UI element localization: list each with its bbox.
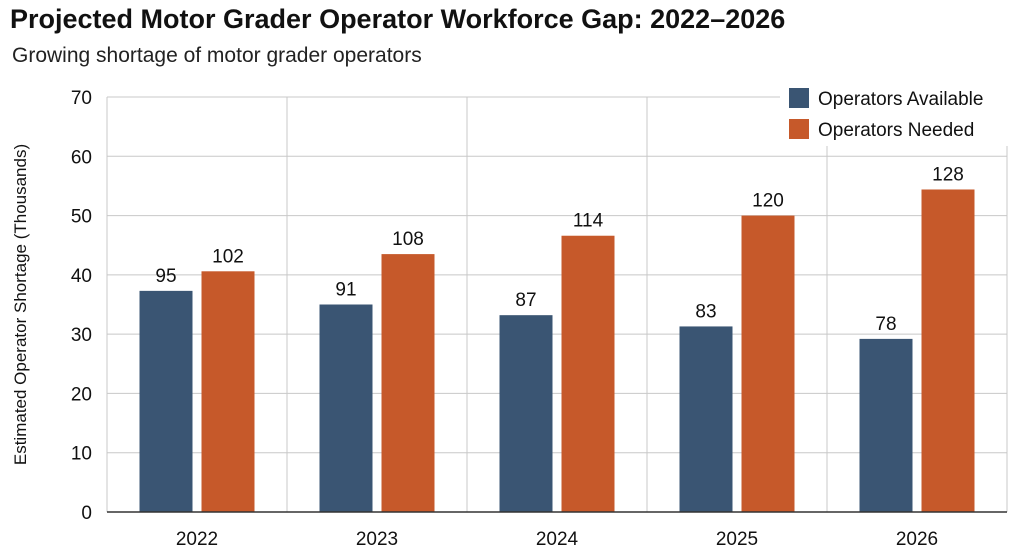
axes: 0 10 20 30 40 50 60 70 2022 2023 2024 2025 2026 Estim… bbox=[11, 88, 1007, 550]
bar-operators-available bbox=[679, 326, 733, 512]
bar-operators-needed bbox=[201, 271, 255, 512]
bar-value-label: 102 bbox=[212, 246, 244, 267]
bar-value-label: 108 bbox=[392, 229, 424, 250]
bar-value-label: 120 bbox=[752, 191, 784, 212]
x-tick-label: 2024 bbox=[536, 529, 579, 550]
bar-operators-available bbox=[319, 304, 373, 512]
x-tick-label: 2025 bbox=[716, 529, 758, 550]
bar-operators-available bbox=[499, 315, 553, 512]
grid-lines bbox=[106, 96, 1008, 512]
bar-operators-needed bbox=[561, 235, 615, 512]
y-axis-title: Estimated Operator Shortage (Thousands) bbox=[11, 144, 30, 465]
bar-operators-needed bbox=[921, 189, 975, 512]
y-tick-label: 60 bbox=[71, 147, 92, 168]
x-tick-label: 2023 bbox=[356, 529, 398, 550]
legend-label: Operators Needed bbox=[818, 120, 974, 141]
bar-value-label: 128 bbox=[932, 164, 964, 185]
legend-swatch-available bbox=[789, 88, 809, 108]
y-tick-label: 0 bbox=[81, 503, 92, 524]
y-tick-label: 10 bbox=[71, 444, 92, 465]
y-tick-label: 20 bbox=[71, 384, 92, 405]
bar-operators-available bbox=[139, 290, 193, 512]
bar-value-label: 114 bbox=[573, 211, 604, 232]
x-tick-label: 2022 bbox=[176, 529, 218, 550]
bar-value-label: 83 bbox=[695, 301, 716, 322]
legend-swatch-needed bbox=[789, 119, 809, 139]
x-tick-label: 2026 bbox=[896, 529, 938, 550]
bar-operators-needed bbox=[741, 215, 795, 513]
y-tick-label: 70 bbox=[71, 88, 92, 109]
chart-title: Projected Motor Grader Operator Workforc… bbox=[10, 4, 786, 34]
bar-value-label: 95 bbox=[155, 266, 176, 287]
legend-label: Operators Available bbox=[818, 89, 983, 110]
y-tick-label: 30 bbox=[71, 325, 92, 346]
bars bbox=[139, 189, 975, 513]
y-tick-label: 40 bbox=[71, 266, 92, 287]
bar-value-label: 78 bbox=[875, 314, 896, 335]
legend: Operators Available Operators Needed bbox=[780, 84, 1008, 146]
chart-subtitle: Growing shortage of motor grader operato… bbox=[12, 44, 422, 67]
bar-operators-needed bbox=[381, 254, 435, 512]
bar-operators-available bbox=[859, 338, 913, 512]
data-labels: 95 102 91 108 87 114 83 120 78 128 bbox=[155, 164, 963, 334]
y-tick-label: 50 bbox=[71, 207, 92, 228]
bar-value-label: 87 bbox=[515, 290, 536, 311]
bar-value-label: 91 bbox=[335, 280, 356, 301]
